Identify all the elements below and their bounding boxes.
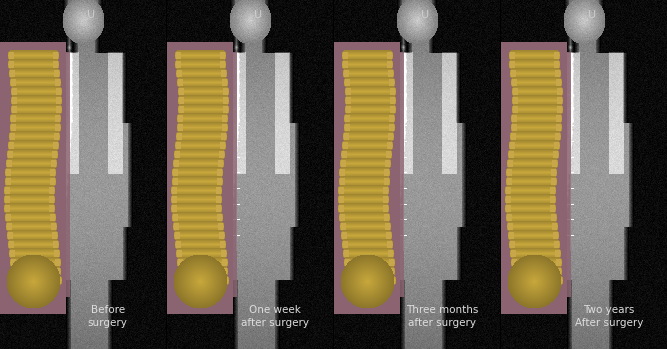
Text: U: U — [422, 10, 430, 21]
Text: Before
surgery: Before surgery — [88, 305, 127, 328]
Text: Three months
after surgery: Three months after surgery — [406, 305, 478, 328]
Text: U: U — [254, 10, 262, 21]
Text: One week
after surgery: One week after surgery — [241, 305, 309, 328]
Bar — [167, 52, 237, 297]
Text: U: U — [87, 10, 95, 21]
Text: Two years
After surgery: Two years After surgery — [575, 305, 643, 328]
Text: U: U — [588, 10, 596, 21]
Bar — [501, 52, 571, 297]
Bar — [0, 52, 69, 297]
Bar — [334, 52, 404, 297]
